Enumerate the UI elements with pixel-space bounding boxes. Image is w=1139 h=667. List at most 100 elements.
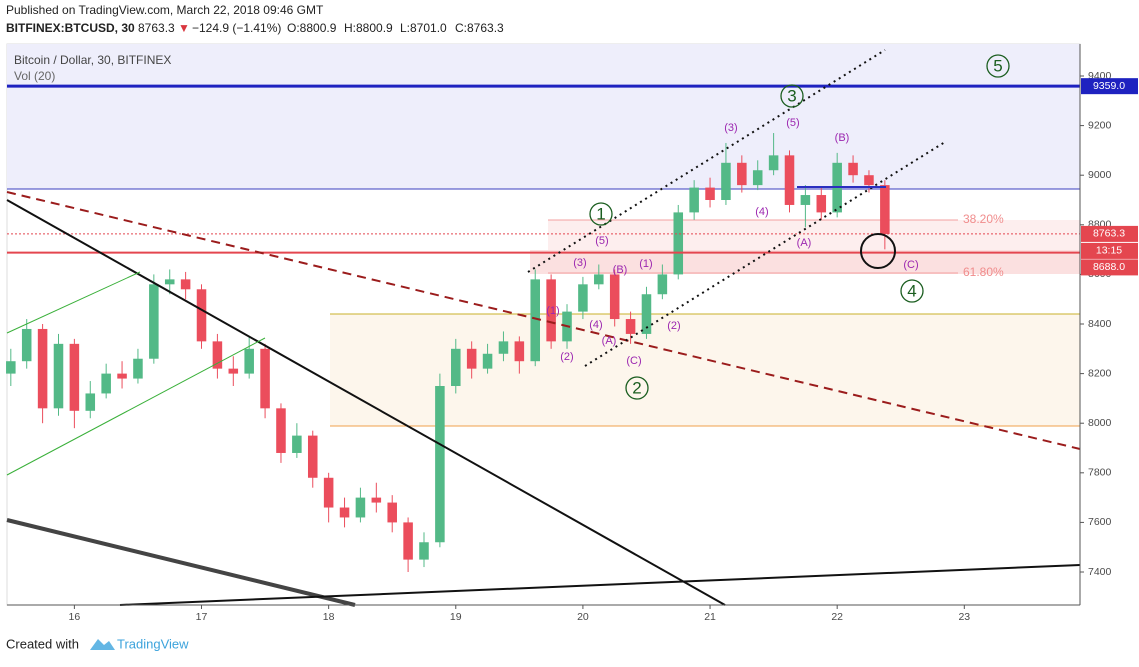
trend-line [6, 191, 1081, 450]
candle-body [768, 155, 779, 171]
candle-body [673, 212, 684, 275]
fib-label: 61.80% [963, 265, 1004, 279]
x-tick-label: 22 [831, 611, 843, 623]
sub-wave: (5) [786, 117, 799, 129]
footer-brand[interactable]: TradingView [117, 636, 189, 651]
sub-wave: (4) [589, 319, 602, 331]
candle-body [800, 195, 811, 205]
ohlc-close: C:8763.3 [455, 21, 504, 35]
candle-body [689, 187, 699, 213]
candle-body [387, 502, 397, 523]
x-tick-label: 20 [577, 611, 589, 623]
candle-body [609, 274, 620, 320]
y-tick-label: 7400 [1088, 566, 1112, 578]
y-tick-label: 7600 [1088, 516, 1112, 528]
candle-body [848, 162, 858, 176]
x-tick-label: 23 [958, 611, 970, 623]
candle-body [514, 341, 525, 362]
candle-body [403, 522, 413, 560]
candle-body [355, 497, 366, 518]
logo-icon [90, 639, 115, 650]
sub-wave: (B) [835, 132, 850, 144]
countdown-box [1081, 242, 1138, 259]
candle-body [657, 274, 668, 295]
sub-wave: (B) [613, 264, 628, 276]
candle-body [164, 279, 175, 285]
target-circle [860, 233, 896, 269]
axes: 7400760078008000820084008600880090009200… [69, 70, 1138, 623]
trend-line [6, 199, 726, 606]
last: 8763.3 [138, 21, 175, 35]
candle-body [6, 361, 16, 374]
candle-body [292, 435, 302, 453]
price-label-box [1081, 78, 1138, 95]
candle-body [737, 162, 747, 186]
sub-wave: (2) [667, 320, 680, 332]
ohlc-high: H:8800.9 [344, 21, 393, 35]
candle-body [133, 358, 143, 379]
candle-body [466, 348, 477, 369]
sub-wave: (3) [724, 122, 737, 134]
wave-circle [986, 54, 1010, 78]
price-label: 8763.3 [1093, 228, 1125, 240]
sub-wave: (A) [797, 237, 812, 249]
candle-body [594, 274, 604, 285]
fib-label: 38.20% [963, 212, 1004, 226]
wave-label: 3 [787, 86, 796, 105]
candle-body [546, 279, 556, 342]
candle-body [37, 328, 48, 409]
wave-label: 4 [907, 281, 916, 300]
candle-body [752, 170, 763, 186]
candle-body [784, 155, 795, 205]
candle-body [641, 294, 652, 334]
published: Published on TradingView.com, March 22, … [6, 3, 324, 17]
candle-body [419, 542, 429, 560]
ohlc-open: O:8800.9 [287, 21, 337, 35]
candle-body [371, 497, 382, 503]
candle-body [435, 386, 445, 543]
price-label: 8688.0 [1093, 261, 1125, 273]
candle-body [816, 195, 827, 213]
candle-body [117, 373, 127, 379]
sub-wave: (4) [755, 206, 768, 218]
sub-wave: (1) [546, 305, 559, 317]
channel-line [6, 337, 266, 476]
candle-body [260, 348, 270, 409]
wave-circle [900, 279, 924, 303]
candle-body [578, 284, 588, 312]
candle-body [149, 284, 159, 359]
channel-line [584, 141, 946, 367]
price-label: 9359.0 [1093, 80, 1125, 92]
sub-wave: (C) [903, 259, 918, 271]
candle-body [530, 279, 541, 362]
candle-body [880, 185, 890, 234]
countdown: 13:15 [1096, 245, 1122, 257]
wave-circle [589, 202, 613, 226]
candle-body [625, 319, 636, 334]
trend-line [6, 518, 356, 607]
candle-body [307, 435, 318, 478]
symbol: BITFINEX:BTCUSD, 30 [6, 21, 135, 35]
candle-body [339, 507, 350, 518]
candle-body [180, 279, 191, 290]
x-tick-label: 18 [323, 611, 335, 623]
y-tick-label: 9000 [1088, 169, 1112, 181]
wave-circle [625, 376, 649, 400]
candle-body [228, 368, 239, 374]
ohlc-low: L:8701.0 [400, 21, 447, 35]
candle-body [276, 408, 286, 453]
footer-text: Created with [6, 636, 79, 651]
upper-zone [7, 44, 1080, 189]
price-axis [1080, 44, 1139, 605]
candle-body [21, 328, 32, 362]
x-tick-label: 19 [450, 611, 462, 623]
x-tick-label: 21 [704, 611, 716, 623]
candle-body [864, 175, 874, 186]
trend-line [119, 564, 1081, 606]
chart-title: Bitcoin / Dollar, 30, BITFINEX [14, 53, 171, 67]
wave-label: 1 [596, 204, 605, 223]
sub-wave: (A) [602, 335, 617, 347]
y-tick-label: 9200 [1088, 119, 1112, 131]
sub-wave: (5) [595, 235, 608, 247]
y-tick-label: 7800 [1088, 467, 1112, 479]
